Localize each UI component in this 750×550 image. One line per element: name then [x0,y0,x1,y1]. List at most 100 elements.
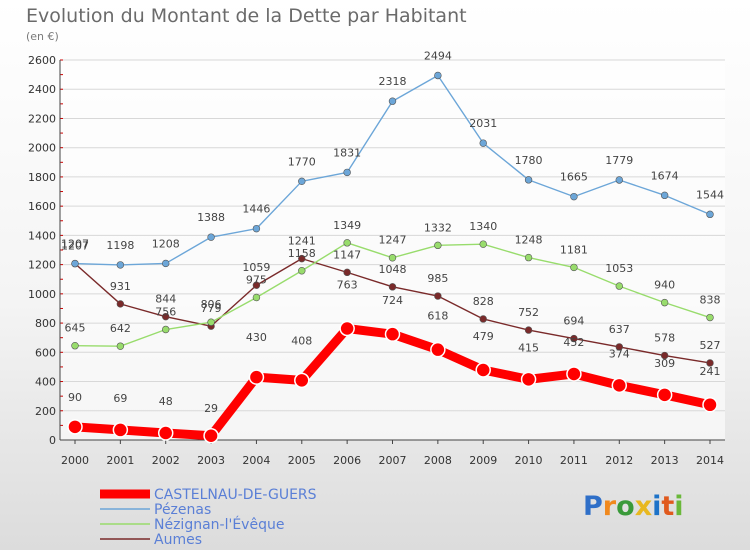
x-tick-label: 2012 [605,454,633,467]
data-point [116,300,125,308]
data-point [384,326,401,342]
data-label: 430 [246,331,267,344]
data-label: 48 [159,395,173,408]
data-point [570,263,578,272]
x-tick-label: 2010 [515,454,543,467]
data-label: 1340 [469,220,497,233]
data-label: 1207 [61,240,89,253]
data-label: 1349 [333,219,361,232]
x-tick-label: 2001 [106,454,134,467]
y-tick-label: 2200 [28,112,56,125]
proxiti-logo: Proxiti [583,491,684,522]
data-label: 724 [382,294,403,307]
y-tick-label: 1000 [28,288,56,301]
data-point [434,241,442,250]
data-point [162,259,170,268]
data-label: 29 [204,402,218,415]
grid-lines [60,59,725,441]
data-labels: 90 69 48 29 430 408 763 724 618 479 415 452 374 309 24… [61,49,724,414]
data-point [434,292,442,300]
data-label: 931 [110,280,131,293]
data-point [611,377,628,394]
data-label: 1770 [288,155,316,168]
legend-label-1: Pézenas [154,502,211,518]
data-point [298,254,306,263]
data-point [706,359,714,367]
legend-label-2: Nézignan-l'Évêque [154,516,284,533]
data-label: 975 [246,274,267,287]
data-label: 694 [563,315,584,328]
proxiti-letter: o [616,491,635,522]
axes: 0 200 400 600 800 1000 1200 1400 1600 1800 2000 220… [28,54,725,467]
data-point [157,425,174,441]
proxiti-letter: x [635,491,652,522]
data-label: 452 [563,336,584,349]
data-label: 1147 [333,248,361,261]
data-label: 1048 [379,263,407,276]
data-point [294,372,310,389]
data-point [248,369,265,385]
data-point [479,240,487,248]
data-point [524,253,533,262]
data-label: 374 [609,347,630,360]
data-label: 940 [654,279,675,292]
y-tick-label: 600 [35,346,56,359]
data-label: 69 [113,392,127,405]
data-point [615,282,623,290]
data-label: 1780 [515,154,543,167]
legend-label-3: Aumes [154,532,202,548]
data-point [343,239,351,247]
data-label: 1207 [61,238,89,251]
data-label: 637 [609,323,630,336]
data-label: 241 [700,365,721,378]
data-label: 779 [201,302,222,315]
data-label: 828 [473,295,494,308]
y-tick-label: 0 [49,434,56,447]
data-label: 763 [337,278,358,291]
data-point [479,139,487,147]
y-tick-label: 2400 [28,83,56,96]
data-label: 1779 [605,154,633,167]
data-point [207,233,215,241]
data-label: 309 [654,357,675,370]
data-point [660,191,669,200]
data-label: 578 [654,332,675,345]
data-point [570,334,578,343]
proxiti-letter: P [583,491,603,522]
data-label: 1198 [106,239,134,252]
data-point [388,97,397,105]
data-point [702,397,718,413]
data-point [162,312,170,321]
data-point [252,224,261,233]
proxiti-letter: r [603,491,617,522]
x-tick-label: 2006 [333,454,361,467]
y-tick-label: 800 [35,317,56,330]
data-label: 2494 [424,49,452,62]
data-label: 1831 [333,146,361,159]
data-point [615,343,623,351]
x-tick-label: 2014 [696,454,724,467]
series-lines [67,71,718,444]
data-label: 985 [427,272,448,285]
data-point [656,387,673,403]
data-point [67,419,83,435]
data-point [112,422,129,438]
y-tick-label: 1400 [28,229,56,242]
data-point [116,261,125,269]
data-label: 527 [700,339,721,352]
data-point [660,298,669,307]
x-tick-label: 2005 [288,454,316,467]
plot-area [60,60,725,440]
y-tick-label: 2000 [28,142,56,155]
data-point [566,366,582,382]
x-tick-label: 2009 [469,454,497,467]
x-tick-label: 2003 [197,454,225,467]
data-label: 1248 [515,234,543,247]
proxiti-letter: i [674,491,683,522]
data-label: 415 [518,341,539,354]
data-label: 1388 [197,211,225,224]
data-label: 1665 [560,171,588,184]
data-label: 1674 [651,169,679,182]
